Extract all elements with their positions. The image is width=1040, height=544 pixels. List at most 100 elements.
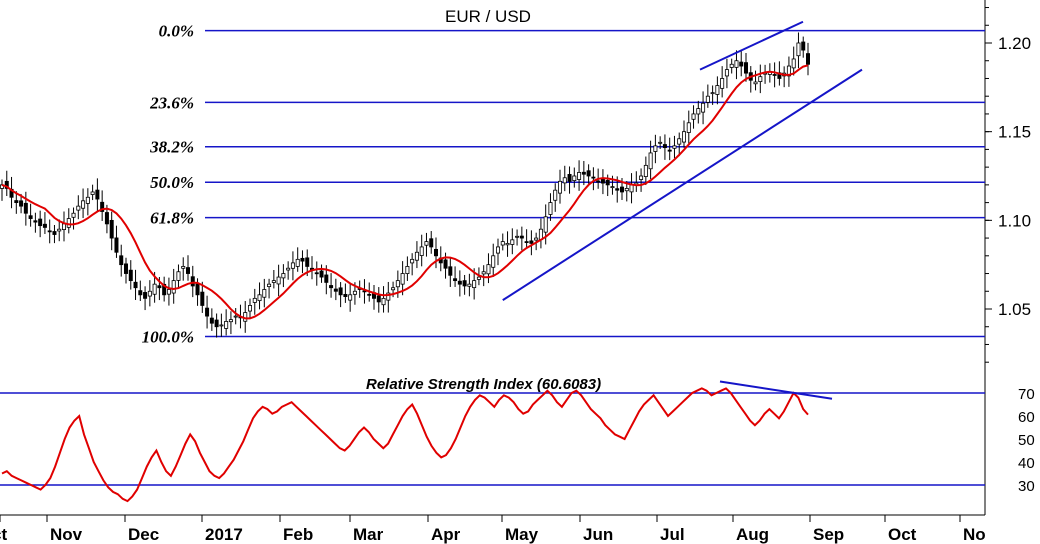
candle-body <box>558 180 563 194</box>
xtick-label-2: Dec <box>128 525 159 544</box>
upper-channel-line <box>699 20 804 71</box>
candle-body <box>176 271 181 281</box>
rsi-ytick-label-2: 50 <box>1018 432 1035 449</box>
fib-label-0: 0.0% <box>159 22 194 41</box>
candle-body <box>572 175 577 182</box>
candle-body <box>14 200 19 203</box>
candle-body <box>333 288 338 292</box>
candle-body <box>57 228 62 232</box>
moving-average <box>1 64 809 320</box>
candle-body <box>677 138 682 145</box>
candle-body <box>720 78 725 89</box>
candle-body <box>734 60 739 68</box>
candle-body <box>724 69 729 77</box>
candle-body <box>243 312 248 322</box>
candle-body <box>171 280 176 294</box>
rsi-reference-lines <box>0 392 985 486</box>
candle-body <box>209 317 214 324</box>
candle-body <box>443 259 448 269</box>
candle-body <box>672 145 677 149</box>
fib-label-2: 38.2% <box>149 138 194 157</box>
candle-body <box>90 191 95 195</box>
candle-body <box>395 280 400 288</box>
candle-body <box>529 240 534 244</box>
x-axis: ct Nov Dec 2017 Feb Mar Apr May Jun Jul Aug Sep Oct N… <box>0 515 986 544</box>
candle-body <box>166 289 171 295</box>
candle-body <box>600 179 605 184</box>
candle-body <box>324 274 329 283</box>
candle-body <box>66 218 71 228</box>
xtick-label-6: Apr <box>431 525 461 544</box>
xtick-label-4: Feb <box>283 525 313 544</box>
candle-body <box>214 319 219 328</box>
candle-body <box>653 145 658 152</box>
candle-body <box>639 175 644 180</box>
candle-body <box>705 95 710 103</box>
xtick-label-0: ct <box>0 525 7 544</box>
candle-body <box>228 319 233 323</box>
rsi-title: Relative Strength Index (60.6083) <box>366 376 601 393</box>
candle-body <box>338 287 343 296</box>
price-ytick-label-2: 1.15 <box>998 123 1031 142</box>
candle-body <box>219 324 224 327</box>
candle-body <box>28 215 33 219</box>
rsi-ytick-label-3: 60 <box>1018 409 1035 426</box>
candle-body <box>643 164 648 177</box>
xtick-label-3: 2017 <box>205 525 243 544</box>
xtick-label-13: No <box>963 525 986 544</box>
candle-body <box>753 81 758 85</box>
candle-body <box>267 283 272 288</box>
candle-body <box>19 200 24 207</box>
candle-body <box>405 266 410 274</box>
candle-body <box>648 152 653 170</box>
candle-body <box>744 62 749 74</box>
candle-body <box>481 271 486 275</box>
candle-body <box>319 270 324 278</box>
candle-body <box>791 58 796 69</box>
candle-body <box>424 241 429 246</box>
candle-body <box>124 263 129 274</box>
xtick-label-10: Aug <box>736 525 769 544</box>
candle-body <box>71 212 76 218</box>
candle-body <box>682 131 687 143</box>
candle-body <box>33 220 38 223</box>
candle-body <box>4 180 9 189</box>
candle-body <box>701 102 706 113</box>
candle-body <box>553 189 558 201</box>
candle-body <box>190 276 195 287</box>
trendlines <box>502 20 863 301</box>
candle-body <box>581 171 586 175</box>
candle-body <box>410 258 415 264</box>
candle-body <box>138 290 143 296</box>
candle-body <box>0 184 4 189</box>
candle-body <box>81 200 86 209</box>
candle-body <box>796 42 801 57</box>
rsi-ytick-label-4: 70 <box>1018 386 1035 403</box>
candle-body <box>758 76 763 82</box>
xtick-label-12: Oct <box>888 525 917 544</box>
candle-body <box>414 251 419 261</box>
candle-body <box>515 235 520 238</box>
candle-body <box>691 113 696 120</box>
candle-body <box>352 290 357 295</box>
candle-body <box>686 122 691 133</box>
candle-body <box>224 321 229 329</box>
candle-body <box>62 223 67 230</box>
candle-body <box>662 144 667 149</box>
candle-body <box>181 266 186 269</box>
price-y-axis: 1.05 1.10 1.15 1.20 <box>985 7 1031 363</box>
candle-body <box>386 292 391 301</box>
candle-body <box>801 41 806 51</box>
rsi-line <box>1 387 809 503</box>
candle-body <box>23 202 28 214</box>
candle-body <box>257 294 262 302</box>
xtick-label-7: May <box>505 525 539 544</box>
rsi-ytick-label-0: 30 <box>1018 478 1035 495</box>
candle-body <box>577 172 582 180</box>
candle-body <box>491 255 496 268</box>
fib-label-1: 23.6% <box>149 93 194 112</box>
price-chart-title: EUR / USD <box>445 7 531 26</box>
candle-body <box>696 108 701 115</box>
candle-body <box>343 293 348 297</box>
